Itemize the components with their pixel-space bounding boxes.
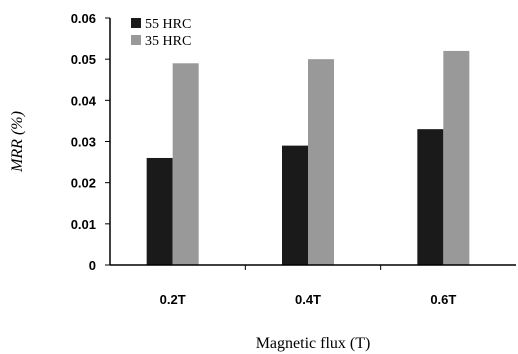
legend-swatch-55-hrc — [131, 18, 141, 28]
y-tick-label: 0.05 — [71, 52, 96, 67]
bar-35-hrc-02t — [172, 63, 199, 266]
y-tick-label: 0 — [89, 258, 96, 273]
x-tick-label: 0.4T — [295, 292, 321, 307]
legend-label-35-hrc: 35 HRC — [145, 34, 191, 49]
bar-35-hrc-06t — [443, 50, 470, 265]
legend-label-55-hrc: 55 HRC — [145, 17, 191, 32]
legend-swatch-35-hrc — [131, 35, 141, 45]
x-axis-title: Magnetic flux (T) — [256, 335, 371, 352]
bar-55-hrc-04t — [282, 145, 308, 265]
y-axis-title: MRR (%) — [9, 111, 26, 173]
bar-55-hrc-02t — [146, 157, 173, 265]
y-tick-label: 0.02 — [71, 176, 96, 191]
y-tick-label: 0.03 — [71, 135, 96, 150]
x-tick-label: 0.2T — [160, 292, 186, 307]
x-axis-ticks: 0.2T 0.4T 0.6T — [160, 265, 456, 307]
bar-35-hrc-04t — [308, 59, 334, 265]
bars — [146, 50, 470, 266]
y-tick-label: 0.06 — [71, 11, 96, 26]
y-tick-label: 0.04 — [71, 93, 97, 108]
bar-55-hrc-06t — [417, 129, 444, 265]
y-axis-ticks: 0 0.01 0.02 0.03 0.04 0.05 0.06 — [71, 11, 110, 273]
legend: 55 HRC 35 HRC — [131, 17, 191, 49]
y-tick-label: 0.01 — [71, 217, 96, 232]
x-tick-label: 0.6T — [430, 292, 456, 307]
